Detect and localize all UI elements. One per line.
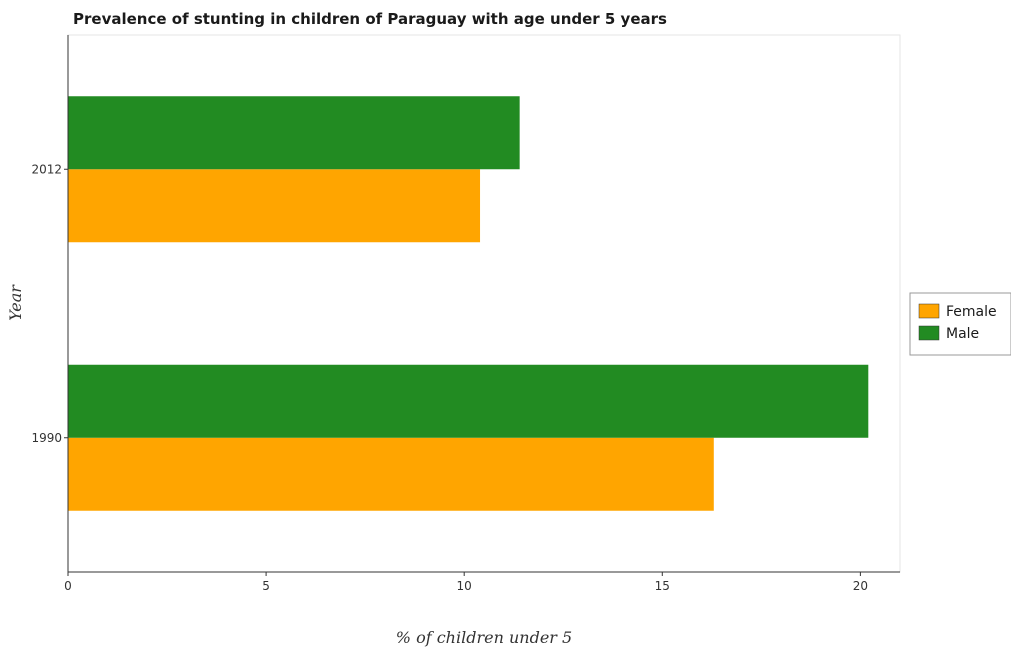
axes: 1990 2012 0 5 10 15 20 [31,35,900,593]
bar-female-2012 [68,169,481,243]
legend: Female Male [909,292,1011,356]
y-tick-label: 2012 [31,162,62,176]
legend-swatch-male [918,325,940,341]
legend-box [909,292,1011,356]
x-tick-label: 10 [457,579,472,593]
y-axis-label: Year [6,284,25,321]
x-tick-label: 0 [64,579,72,593]
x-tick-label: 20 [853,579,868,593]
legend-swatch-female [918,303,940,319]
bars-layer [68,96,869,511]
legend-label-male: Male [946,326,979,342]
bar-female-1990 [68,437,714,511]
bar-male-1990 [68,364,869,438]
bar-male-2012 [68,96,520,170]
x-tick-label: 15 [655,579,670,593]
x-axis-label: % of children under 5 [396,628,572,647]
x-tick-label: 5 [262,579,270,593]
y-tick-label: 1990 [31,431,62,445]
chart-title: Prevalence of stunting in children of Pa… [73,10,667,28]
legend-label-female: Female [946,304,997,320]
